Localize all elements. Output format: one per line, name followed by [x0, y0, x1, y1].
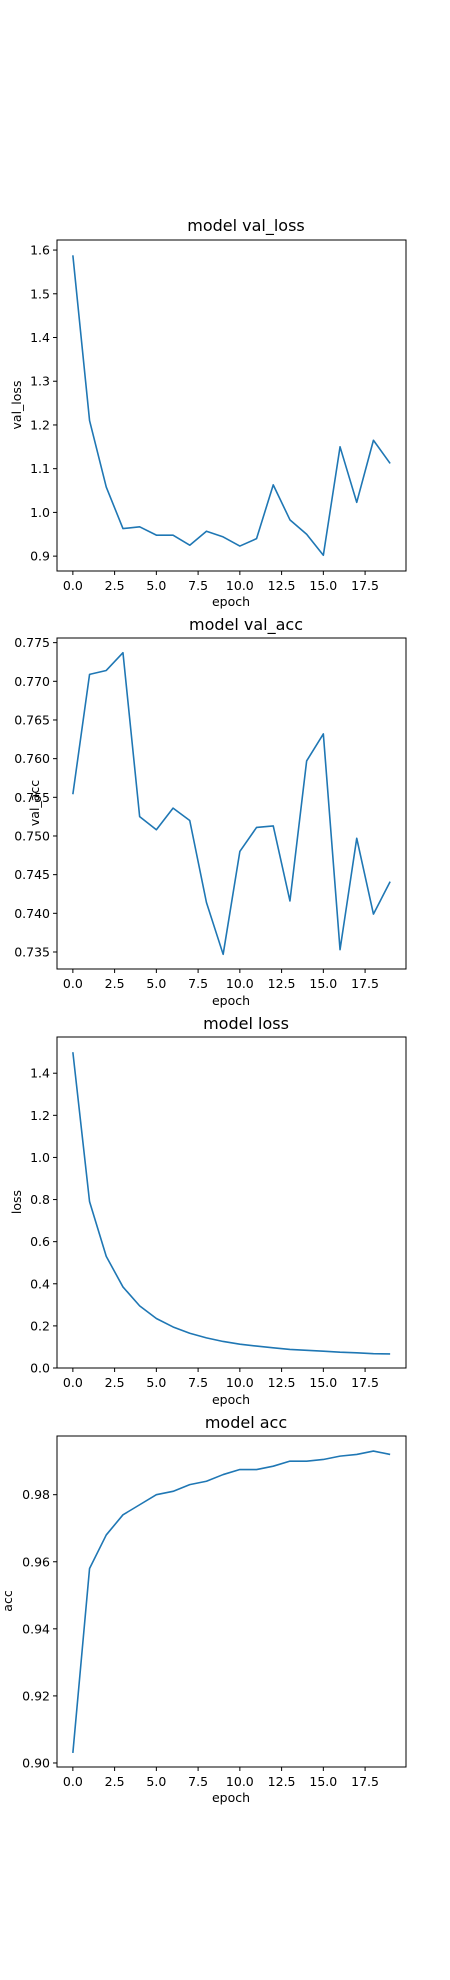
x-ticks: 0.0 2.5 5.0 7.5 10.0 12.5 15.0 17.5	[63, 1368, 379, 1390]
y-tick-label: 1.3	[30, 374, 50, 389]
y-tick-label: 1.4	[30, 1066, 50, 1081]
x-tick-label: 12.5	[268, 1375, 296, 1390]
y-tick-label: 1.0	[30, 1150, 50, 1165]
y-tick-label: 0.770	[14, 674, 50, 689]
y-tick-label: 1.2	[30, 1108, 50, 1123]
x-tick-label: 5.0	[146, 1774, 166, 1789]
y-tick-label: 0.8	[30, 1192, 50, 1207]
x-tick-label: 15.0	[309, 1375, 337, 1390]
x-tick-label: 0.0	[63, 1375, 83, 1390]
plot-frame	[56, 1435, 407, 1768]
x-tick-label: 2.5	[105, 1774, 125, 1789]
x-tick-label: 15.0	[309, 578, 337, 593]
x-tick-label: 0.0	[63, 1774, 83, 1789]
val-acc-line	[72, 651, 391, 956]
y-tick-label: 0.0	[30, 1361, 50, 1376]
x-tick-label: 17.5	[351, 578, 379, 593]
y-tick-label: 0.92	[22, 1688, 50, 1703]
y-tick-label: 0.94	[22, 1621, 50, 1636]
y-ticks: 0.735 0.740 0.745 0.750 0.755 0.760 0.765 0.770…	[14, 635, 57, 959]
y-ticks: 0.0 0.2 0.4 0.6 0.8 1.0 1.2 1.4	[30, 1066, 57, 1376]
x-tick-label: 17.5	[351, 1774, 379, 1789]
x-tick-label: 10.0	[226, 1774, 254, 1789]
x-tick-label: 5.0	[146, 1375, 166, 1390]
x-axis-label: epoch	[212, 594, 250, 609]
plot-title: model loss	[203, 1014, 289, 1033]
y-tick-label: 0.750	[14, 828, 50, 843]
val-acc-plot: model val_acc 0.0 2.5 5.0 7.5 10.0 12.5 15.0 17…	[14, 615, 407, 1008]
x-tick-label: 10.0	[226, 976, 254, 991]
x-ticks: 0.0 2.5 5.0 7.5 10.0 12.5 15.0 17.5	[63, 571, 379, 593]
y-tick-label: 0.4	[30, 1276, 50, 1291]
plot-title: model acc	[205, 1413, 287, 1432]
acc-line	[72, 1450, 391, 1753]
plot-frame	[56, 239, 407, 572]
y-axis-label: val_acc	[27, 780, 42, 826]
y-tick-label: 1.5	[30, 286, 50, 301]
loss-line	[72, 1052, 391, 1355]
y-tick-label: 0.745	[14, 867, 50, 882]
y-axis-label: val_loss	[9, 381, 24, 430]
x-tick-label: 5.0	[146, 578, 166, 593]
x-tick-label: 5.0	[146, 976, 166, 991]
plot-frame	[56, 1036, 407, 1369]
y-tick-label: 1.0	[30, 505, 50, 520]
x-tick-label: 0.0	[63, 976, 83, 991]
y-tick-label: 1.2	[30, 417, 50, 432]
x-tick-label: 0.0	[63, 578, 83, 593]
x-tick-label: 17.5	[351, 976, 379, 991]
y-axis-label: loss	[9, 1190, 24, 1214]
x-tick-label: 2.5	[105, 578, 125, 593]
x-axis-label: epoch	[212, 993, 250, 1008]
x-tick-label: 12.5	[268, 578, 296, 593]
x-tick-label: 7.5	[188, 1774, 208, 1789]
y-tick-label: 0.755	[14, 790, 50, 805]
x-tick-label: 7.5	[188, 578, 208, 593]
loss-plot: model loss 0.0 2.5 5.0 7.5 10.0 12.5 15.0 17.5 …	[9, 1014, 407, 1407]
y-tick-label: 0.98	[22, 1487, 50, 1502]
y-tick-label: 1.4	[30, 330, 50, 345]
y-ticks: 0.9 1.0 1.1 1.2 1.3 1.4 1.5 1.6	[30, 243, 57, 564]
x-axis-label: epoch	[212, 1392, 250, 1407]
x-tick-label: 7.5	[188, 976, 208, 991]
y-tick-label: 1.1	[30, 461, 50, 476]
x-tick-label: 2.5	[105, 976, 125, 991]
y-tick-label: 0.90	[22, 1755, 50, 1770]
x-tick-label: 10.0	[226, 1375, 254, 1390]
plot-frame	[56, 637, 407, 970]
x-tick-label: 12.5	[268, 1774, 296, 1789]
y-tick-label: 0.96	[22, 1554, 50, 1569]
x-ticks: 0.0 2.5 5.0 7.5 10.0 12.5 15.0 17.5	[63, 969, 379, 991]
x-tick-label: 17.5	[351, 1375, 379, 1390]
y-tick-label: 0.6	[30, 1234, 50, 1249]
x-tick-label: 15.0	[309, 1774, 337, 1789]
x-tick-label: 10.0	[226, 578, 254, 593]
x-ticks: 0.0 2.5 5.0 7.5 10.0 12.5 15.0 17.5	[63, 1767, 379, 1789]
x-tick-label: 15.0	[309, 976, 337, 991]
y-tick-label: 0.760	[14, 751, 50, 766]
plot-title: model val_acc	[189, 615, 303, 635]
y-axis-label: acc	[0, 1590, 15, 1612]
y-tick-label: 0.2	[30, 1318, 50, 1333]
x-axis-label: epoch	[212, 1790, 250, 1805]
plot-title: model val_loss	[187, 216, 305, 236]
y-tick-label: 0.775	[14, 635, 50, 650]
val-loss-plot: model val_loss 0.0 2.5 5.0 7.5 10.0 12.5 15.0 1…	[9, 216, 407, 609]
y-tick-label: 0.735	[14, 944, 50, 959]
x-tick-label: 7.5	[188, 1375, 208, 1390]
x-tick-label: 12.5	[268, 976, 296, 991]
y-tick-label: 1.6	[30, 243, 50, 258]
y-ticks: 0.90 0.92 0.94 0.96 0.98	[22, 1487, 57, 1770]
x-tick-label: 2.5	[105, 1375, 125, 1390]
y-tick-label: 0.740	[14, 906, 50, 921]
val-loss-line	[72, 255, 391, 557]
y-tick-label: 0.765	[14, 712, 50, 727]
y-tick-label: 0.9	[30, 549, 50, 564]
acc-plot: model acc 0.0 2.5 5.0 7.5 10.0 12.5 15.0 17.5 0…	[0, 1413, 407, 1805]
